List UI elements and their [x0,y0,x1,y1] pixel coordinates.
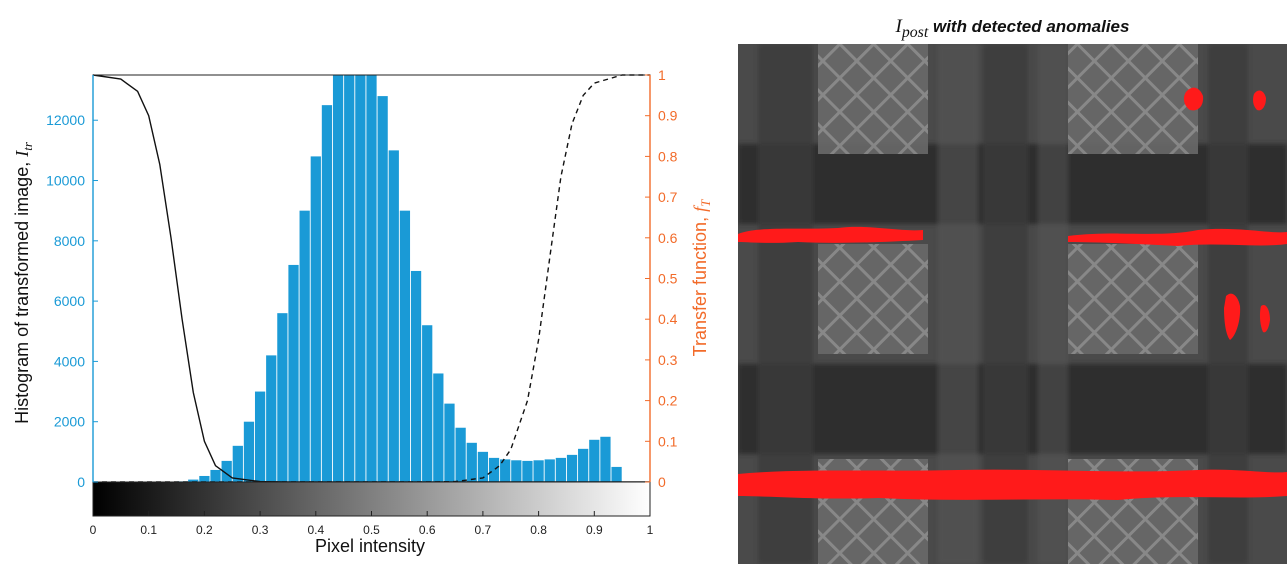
x-axis-label: Pixel intensity [315,536,425,556]
anomaly-band-lower [738,469,1287,500]
y2-tick-label: 0.8 [658,148,678,164]
histogram-bar [589,439,600,482]
transfer-curve-dashed [93,74,650,483]
title-math: Ipost [895,16,929,41]
y2-tick-label: 0 [658,474,666,490]
anomaly-spot-3 [1224,293,1241,340]
title-math-subscript: post [901,23,929,41]
histogram-bars [176,75,622,483]
y2-axis-label: Transfer function, fT [690,199,713,356]
x-tick-label: 0 [90,523,97,537]
histogram-bar [433,373,444,482]
anomaly-image-title: Ipost with detected anomalies [738,16,1287,42]
histogram-bar [332,75,344,482]
y2-tick-label: 1 [658,67,666,83]
transfer-curves [92,74,650,483]
histogram-bar [455,427,466,482]
histogram-bar [600,436,611,482]
histogram-bar [477,451,489,482]
x-tick-label: 0.8 [530,523,547,537]
x-tick-label: 0.5 [363,523,380,537]
detected-anomalies [738,87,1287,500]
x-tick-label: 0.4 [307,523,324,537]
histogram-bar [210,469,221,482]
histogram-bar [399,210,411,482]
histogram-bar [288,264,299,482]
y2-tick-label: 0.5 [658,271,678,287]
histogram-bar [188,479,199,482]
histogram-bar [500,459,511,482]
x-tick-label: 1 [647,523,654,537]
y-tick-label: 4000 [54,353,85,369]
histogram-bar [366,75,377,482]
histogram-bar [544,459,555,482]
histogram-bar [444,403,455,482]
y2-tick-label: 0.3 [658,352,678,368]
y2-tick-label: 0.9 [658,108,678,124]
histogram-bar [410,270,422,482]
anomaly-spot-1 [1183,87,1204,111]
anomaly-band-upper-right [1068,228,1287,246]
histogram-bar [566,454,578,482]
histogram-bar [355,75,366,482]
histogram-bar [511,460,522,482]
histogram-bar [299,210,310,482]
x-tick-label: 0.2 [196,523,213,537]
y-tick-label: 0 [77,474,85,490]
y-axis-label: Histogram of transformed image, Itr [12,141,35,424]
transfer-curve-solid [92,74,650,483]
histogram-bar [611,466,622,482]
histogram-bar [321,105,333,483]
histogram-bar [522,460,533,482]
histogram-bar [555,457,567,482]
anomaly-band-upper-left [738,226,923,243]
y-tick-label: 6000 [54,293,85,309]
x-tick-label: 0.9 [586,523,603,537]
y2-tick-label: 0.6 [658,230,678,246]
y2-tick-label: 0.2 [658,393,678,409]
histogram-chart: 0 0.1 0.2 0.3 0.4 0.5 0.6 0.7 0.8 0.9 1 0 2000 4000 60… [12,67,713,556]
histogram-bar [310,156,321,482]
anomaly-image [738,44,1287,564]
anomaly-spot-2 [1253,90,1266,111]
x-tick-label: 0.3 [252,523,269,537]
y2-tick-label: 0.4 [658,311,678,327]
y2-tick-label: 0.7 [658,189,678,205]
histogram-bar [578,448,589,482]
x-tick-label: 0.6 [419,523,436,537]
y-tick-label: 2000 [54,414,85,430]
x-tick-label: 0.1 [140,523,157,537]
histogram-bar [533,460,544,482]
histogram-bar [466,442,477,482]
histogram-bar [221,460,232,482]
y-tick-label: 10000 [46,173,85,189]
y-tick-label: 12000 [46,112,85,128]
y2-tick-label: 0.1 [658,433,678,449]
histogram-bar [277,313,288,482]
title-text: with detected anomalies [932,17,1130,36]
histogram-bar [488,457,500,482]
histogram-bar [388,150,399,483]
y-tick-label: 8000 [54,233,85,249]
histogram-bar [344,75,355,482]
histogram-bar [422,325,433,482]
anomaly-spot-4 [1259,304,1270,333]
histogram-bar [232,445,243,482]
x-tick-label: 0.7 [475,523,492,537]
histogram-bar [266,355,277,482]
histogram-bar [377,96,388,483]
histogram-bar [254,391,266,482]
histogram-bar [243,421,255,482]
grayscale-colorbar [92,481,651,517]
histogram-bar [199,475,210,482]
